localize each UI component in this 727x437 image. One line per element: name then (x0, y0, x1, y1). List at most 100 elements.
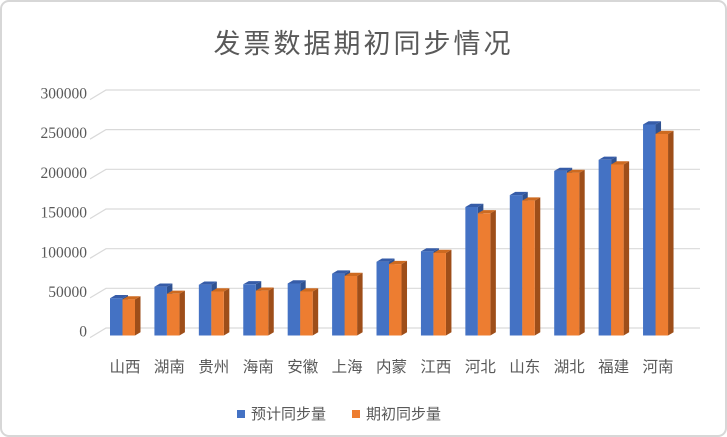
bar (300, 291, 313, 336)
bar-top (243, 281, 262, 285)
bar-top (566, 169, 585, 173)
bar (433, 253, 446, 336)
bar (110, 298, 123, 336)
bar-top (611, 161, 630, 165)
gridline (89, 168, 700, 180)
bar-side (357, 272, 363, 336)
y-axis-tick-label: 150000 (41, 205, 88, 222)
legend-label: 期初同步量 (366, 407, 442, 423)
bar-side (223, 288, 230, 336)
bar-side (135, 296, 141, 336)
legend-swatch-icon (352, 409, 361, 418)
y-axis-tick-label: 300000 (41, 86, 88, 103)
bar-top (110, 295, 128, 299)
bar (598, 159, 612, 336)
bar-top (509, 191, 528, 196)
gridline (89, 287, 700, 299)
bar-side (179, 290, 185, 336)
chart-title: 发票数据期初同步情况 (213, 29, 514, 59)
bar-top (287, 280, 306, 284)
bar-top (332, 270, 351, 274)
bar-side (534, 197, 541, 336)
bar (166, 293, 180, 336)
legend-item-expected: 预计同步量 (237, 403, 326, 424)
legend-swatch-icon (237, 409, 245, 418)
gridline (89, 129, 700, 140)
bar-top (433, 249, 452, 253)
bar-top (554, 167, 573, 171)
x-axis-category-label: 河北 (465, 358, 497, 376)
y-axis-tick-label: 50000 (48, 284, 87, 301)
bar-side (579, 169, 585, 336)
bar-top (465, 203, 484, 207)
bar-side (445, 249, 452, 336)
x-axis-category-label: 上海 (332, 358, 363, 376)
bar (611, 164, 624, 336)
bar-top (655, 130, 674, 134)
bar (509, 195, 523, 336)
x-axis-category-label: 江西 (420, 358, 451, 376)
bar-top (154, 283, 173, 287)
bar-top (477, 210, 496, 214)
bar-top (376, 258, 395, 262)
x-axis-category-label: 湖南 (154, 358, 185, 376)
bar-top (420, 248, 439, 252)
x-axis-category-label: 福建 (598, 358, 629, 376)
bar-top (166, 290, 185, 294)
bar (198, 284, 212, 336)
bar-side (312, 288, 319, 336)
bar-top (522, 197, 541, 201)
bar-top (122, 296, 141, 300)
bar (122, 299, 135, 336)
bar (554, 170, 567, 336)
y-axis-tick-label: 200000 (41, 165, 88, 182)
bar (243, 284, 256, 336)
bar (566, 172, 580, 336)
bar (211, 291, 224, 336)
bar (389, 264, 402, 336)
legend: 预计同步量 期初同步量 (237, 403, 441, 424)
bar (522, 200, 535, 336)
gridline (89, 248, 700, 259)
bar-top (211, 288, 230, 292)
bar-top (643, 121, 662, 125)
bar (655, 134, 669, 336)
bar-top (198, 281, 217, 285)
x-axis-category-label: 海南 (243, 358, 274, 376)
bar (477, 213, 491, 336)
bar (154, 286, 167, 336)
bar (287, 283, 301, 336)
y-axis-tick-label: 100000 (41, 244, 88, 261)
x-axis-category-label: 贵州 (198, 358, 229, 376)
bar (255, 290, 269, 336)
y-axis-tick-label: 250000 (41, 125, 88, 142)
bar (332, 273, 345, 336)
y-axis-tick-label: 0 (79, 324, 87, 341)
bar-top (598, 156, 617, 160)
bar-side (623, 161, 630, 336)
bar-top (344, 272, 363, 276)
bar (344, 276, 358, 336)
bar-side (401, 260, 408, 336)
bar (643, 124, 656, 336)
x-axis-category-label: 内蒙 (376, 358, 407, 376)
bar-side (268, 287, 274, 336)
legend-label: 预计同步量 (251, 407, 327, 423)
gridline (89, 89, 700, 101)
x-axis-category-label: 山西 (109, 358, 140, 376)
gridline (89, 327, 700, 339)
bar-top (389, 260, 408, 265)
bar-top (255, 287, 274, 291)
gridline (89, 208, 700, 220)
x-axis-category-label: 山东 (509, 358, 540, 376)
x-axis-category-label: 湖北 (554, 358, 586, 376)
bar-side (668, 130, 674, 336)
bar (420, 251, 434, 336)
bar (465, 207, 478, 336)
x-axis-category-label: 安徽 (287, 358, 319, 376)
bar (376, 261, 390, 336)
bar-side (490, 210, 496, 336)
x-axis-category-label: 河南 (642, 358, 673, 376)
bar-top (300, 288, 319, 292)
